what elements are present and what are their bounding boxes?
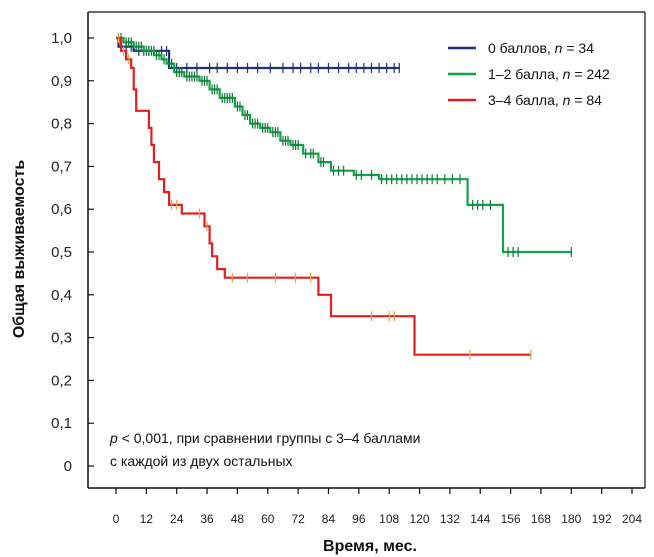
x-tick-label: 204 bbox=[622, 512, 642, 526]
x-tick-label: 60 bbox=[261, 512, 275, 526]
series-line-2 bbox=[116, 36, 531, 356]
axes: 0 0,1 0,2 0,3 0,4 0,5 0,6 0,7 0,8 0,9 1,0 0 12 24 36 48… bbox=[51, 11, 646, 526]
series-layer bbox=[116, 33, 572, 360]
annotation-italic: p bbox=[109, 430, 118, 446]
x-tick-label: 132 bbox=[440, 512, 460, 526]
y-tick-label: 0,9 bbox=[51, 73, 72, 90]
x-tick-label: 72 bbox=[291, 512, 305, 526]
x-tick-label: 0 bbox=[113, 512, 120, 526]
y-axis-title: Общая выживаемость bbox=[11, 160, 28, 339]
x-tick-label: 48 bbox=[231, 512, 245, 526]
legend-label-2: 3–4 балла, n = 84 bbox=[488, 92, 602, 108]
series-line-1 bbox=[116, 36, 572, 254]
x-tick-label: 36 bbox=[200, 512, 214, 526]
y-tick-label: 0,8 bbox=[51, 116, 72, 133]
x-tick-label: 180 bbox=[561, 512, 581, 526]
x-tick-label: 168 bbox=[531, 512, 551, 526]
y-tick-label: 0,3 bbox=[51, 330, 72, 347]
x-tick-label: 12 bbox=[140, 512, 154, 526]
annotation-line1-text: < 0,001, при сравнении группы с 3–4 балл… bbox=[118, 430, 421, 446]
y-tick-label: 0,5 bbox=[51, 244, 72, 261]
x-tick-label: 144 bbox=[470, 512, 490, 526]
x-tick-label: 24 bbox=[170, 512, 184, 526]
annotation-line-1: p < 0,001, при сравнении группы с 3–4 ба… bbox=[109, 430, 420, 446]
x-tick-label: 156 bbox=[501, 512, 521, 526]
annotation-line-2: с каждой из двух остальных bbox=[110, 453, 293, 469]
x-tick-label: 120 bbox=[410, 512, 430, 526]
legend-label-0: 0 баллов, n = 34 bbox=[488, 40, 594, 56]
x-tick-label: 96 bbox=[352, 512, 366, 526]
y-tick-label: 0,6 bbox=[51, 201, 72, 218]
x-tick-label: 84 bbox=[322, 512, 336, 526]
x-tick-label: 108 bbox=[379, 512, 399, 526]
legend-label-1: 1–2 балла, n = 242 bbox=[488, 66, 610, 82]
y-tick-label: 0,2 bbox=[51, 372, 72, 389]
y-tick-label: 0,1 bbox=[51, 415, 72, 432]
y-tick-label: 0,4 bbox=[51, 287, 72, 304]
x-tick-label: 192 bbox=[592, 512, 612, 526]
y-tick-label: 1,0 bbox=[51, 30, 72, 47]
y-tick-label: 0,7 bbox=[51, 158, 72, 175]
legend: 0 баллов, n = 34 1–2 балла, n = 242 3–4 ба… bbox=[448, 40, 610, 108]
y-tick-label: 0 bbox=[64, 458, 72, 475]
x-axis-title: Время, мес. bbox=[323, 538, 417, 555]
